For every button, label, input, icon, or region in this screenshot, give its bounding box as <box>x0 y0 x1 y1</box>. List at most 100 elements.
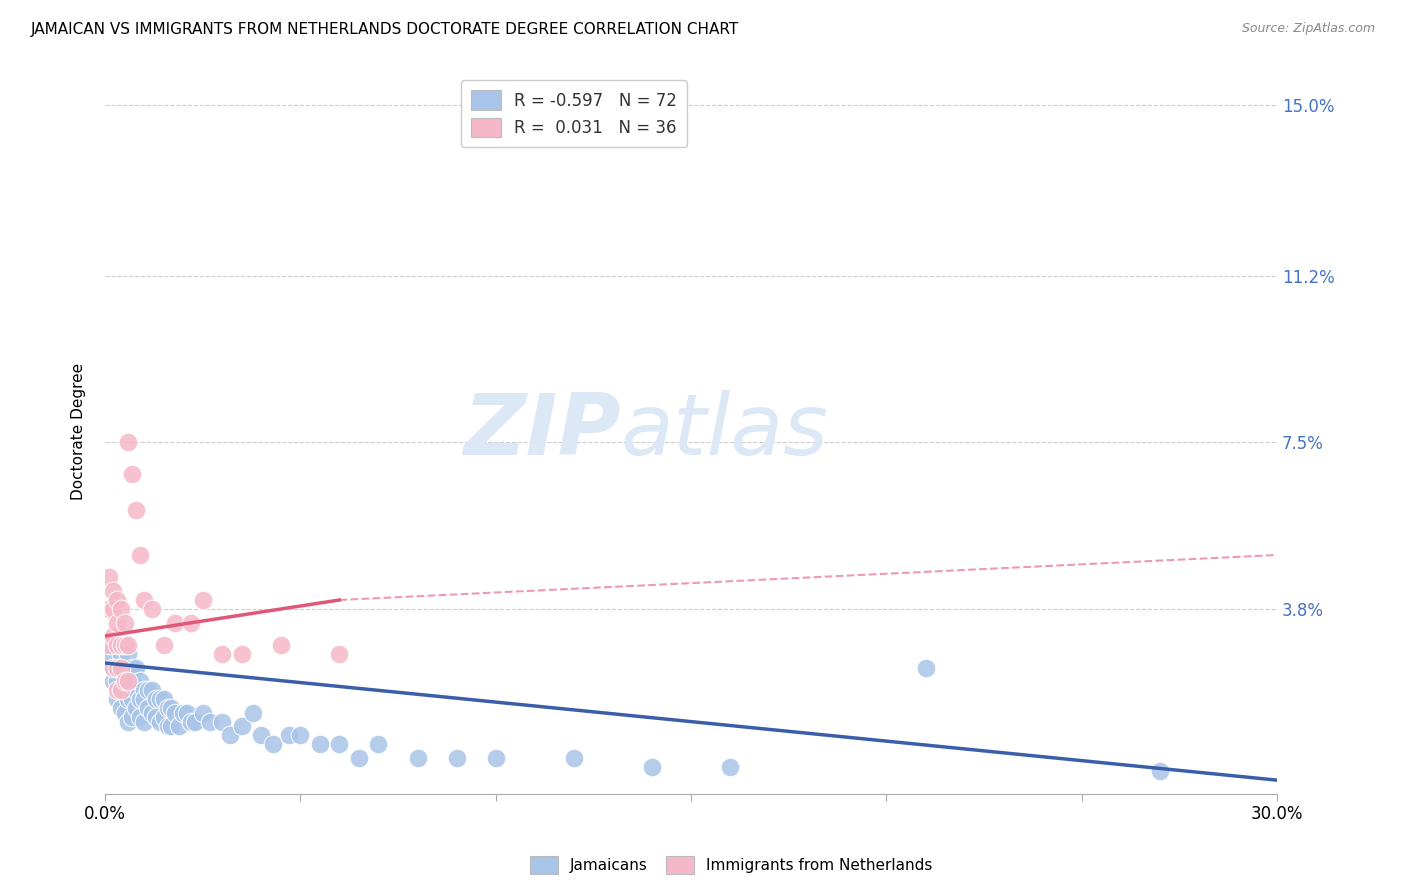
Point <box>250 728 273 742</box>
Point <box>191 706 214 720</box>
Point <box>914 660 936 674</box>
Point <box>110 638 132 652</box>
Point <box>562 750 585 764</box>
Point <box>141 602 163 616</box>
Point <box>160 701 183 715</box>
Point <box>97 638 120 652</box>
Point <box>156 719 179 733</box>
Text: atlas: atlas <box>620 390 828 473</box>
Point <box>114 674 136 689</box>
Point <box>97 570 120 584</box>
Point <box>114 615 136 630</box>
Point <box>117 714 139 729</box>
Point <box>141 683 163 698</box>
Point <box>105 615 128 630</box>
Point <box>718 759 741 773</box>
Point <box>328 737 350 751</box>
Point <box>110 701 132 715</box>
Point <box>191 593 214 607</box>
Point <box>180 714 202 729</box>
Point <box>105 638 128 652</box>
Point <box>101 674 124 689</box>
Point <box>152 710 174 724</box>
Legend: Jamaicans, Immigrants from Netherlands: Jamaicans, Immigrants from Netherlands <box>524 850 938 880</box>
Point <box>105 593 128 607</box>
Point <box>328 647 350 661</box>
Point <box>200 714 222 729</box>
Point <box>101 584 124 599</box>
Point <box>231 647 253 661</box>
Point <box>110 602 132 616</box>
Text: JAMAICAN VS IMMIGRANTS FROM NETHERLANDS DOCTORATE DEGREE CORRELATION CHART: JAMAICAN VS IMMIGRANTS FROM NETHERLANDS … <box>31 22 740 37</box>
Point <box>117 647 139 661</box>
Text: Source: ZipAtlas.com: Source: ZipAtlas.com <box>1241 22 1375 36</box>
Point <box>367 737 389 751</box>
Point <box>136 683 159 698</box>
Point <box>114 706 136 720</box>
Point <box>129 674 152 689</box>
Point <box>129 548 152 562</box>
Point <box>110 660 132 674</box>
Point <box>105 683 128 698</box>
Point <box>184 714 207 729</box>
Point <box>165 706 187 720</box>
Point <box>125 503 148 517</box>
Point <box>160 719 183 733</box>
Point <box>121 467 143 481</box>
Point <box>485 750 508 764</box>
Point <box>105 692 128 706</box>
Point <box>176 706 198 720</box>
Point <box>165 615 187 630</box>
Point <box>121 674 143 689</box>
Point <box>114 660 136 674</box>
Text: ZIP: ZIP <box>463 390 620 473</box>
Point <box>211 714 233 729</box>
Point <box>152 692 174 706</box>
Point <box>105 638 128 652</box>
Y-axis label: Doctorate Degree: Doctorate Degree <box>72 362 86 500</box>
Legend: R = -0.597   N = 72, R =  0.031   N = 36: R = -0.597 N = 72, R = 0.031 N = 36 <box>461 80 688 147</box>
Point <box>114 638 136 652</box>
Point <box>117 638 139 652</box>
Point <box>101 602 124 616</box>
Point <box>105 674 128 689</box>
Point <box>121 660 143 674</box>
Point <box>242 706 264 720</box>
Point <box>347 750 370 764</box>
Point <box>121 692 143 706</box>
Point <box>641 759 664 773</box>
Point <box>156 701 179 715</box>
Point <box>101 660 124 674</box>
Point <box>94 602 117 616</box>
Point <box>125 660 148 674</box>
Point <box>117 692 139 706</box>
Point <box>105 660 128 674</box>
Point <box>132 714 155 729</box>
Point <box>132 683 155 698</box>
Point <box>132 593 155 607</box>
Point <box>97 602 120 616</box>
Point <box>114 638 136 652</box>
Point <box>121 710 143 724</box>
Point <box>446 750 468 764</box>
Point <box>145 710 167 724</box>
Point <box>114 683 136 698</box>
Point <box>180 615 202 630</box>
Point <box>110 647 132 661</box>
Point <box>101 629 124 643</box>
Point <box>231 719 253 733</box>
Point <box>152 638 174 652</box>
Point <box>277 728 299 742</box>
Point <box>110 683 132 698</box>
Point <box>101 660 124 674</box>
Point <box>136 701 159 715</box>
Point <box>117 674 139 689</box>
Point <box>262 737 284 751</box>
Point <box>270 638 292 652</box>
Point <box>1149 764 1171 779</box>
Point <box>290 728 312 742</box>
Point <box>141 706 163 720</box>
Point <box>129 710 152 724</box>
Point <box>211 647 233 661</box>
Point <box>167 719 190 733</box>
